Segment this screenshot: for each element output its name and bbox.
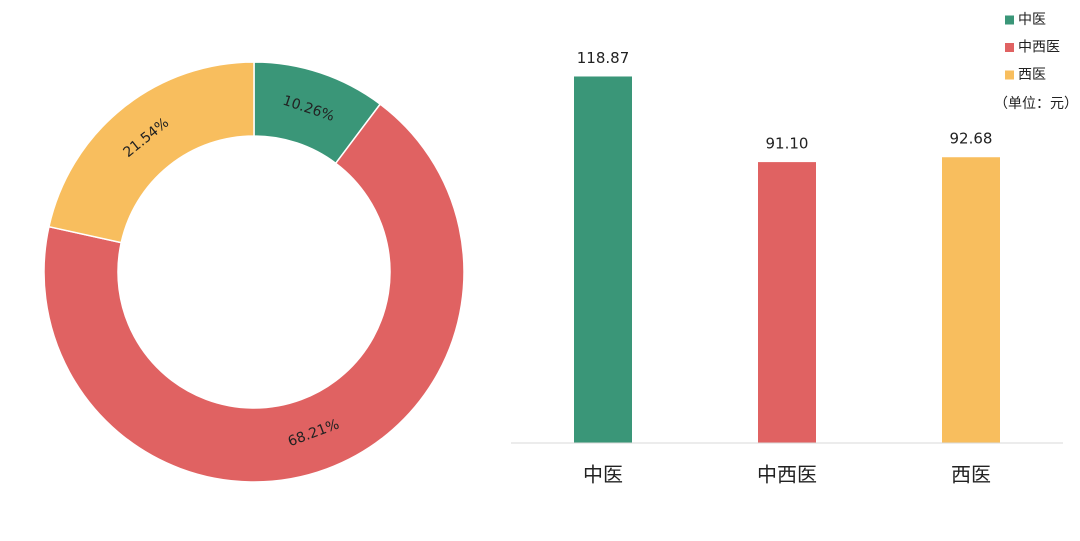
legend-swatch	[1005, 70, 1014, 80]
legend-label: 中医	[1018, 12, 1046, 28]
bar	[942, 157, 1000, 443]
legend-label: 西医	[1018, 67, 1046, 83]
unit-label: （单位：元）	[994, 96, 1078, 112]
bar	[758, 162, 816, 443]
bar	[574, 76, 632, 444]
legend-swatch	[1005, 15, 1014, 25]
donut-segment	[48, 61, 255, 244]
x-tick-label: 西医	[951, 463, 991, 487]
x-tick-label: 中西医	[757, 463, 817, 487]
x-tick-label: 中医	[583, 463, 623, 487]
legend-label: 中西医	[1018, 40, 1060, 56]
data-label: 118.87	[577, 49, 630, 67]
data-label: 91.10	[766, 135, 809, 153]
data-label: 92.68	[950, 130, 993, 148]
donut-segment	[43, 103, 465, 483]
legend-swatch	[1005, 43, 1014, 52]
